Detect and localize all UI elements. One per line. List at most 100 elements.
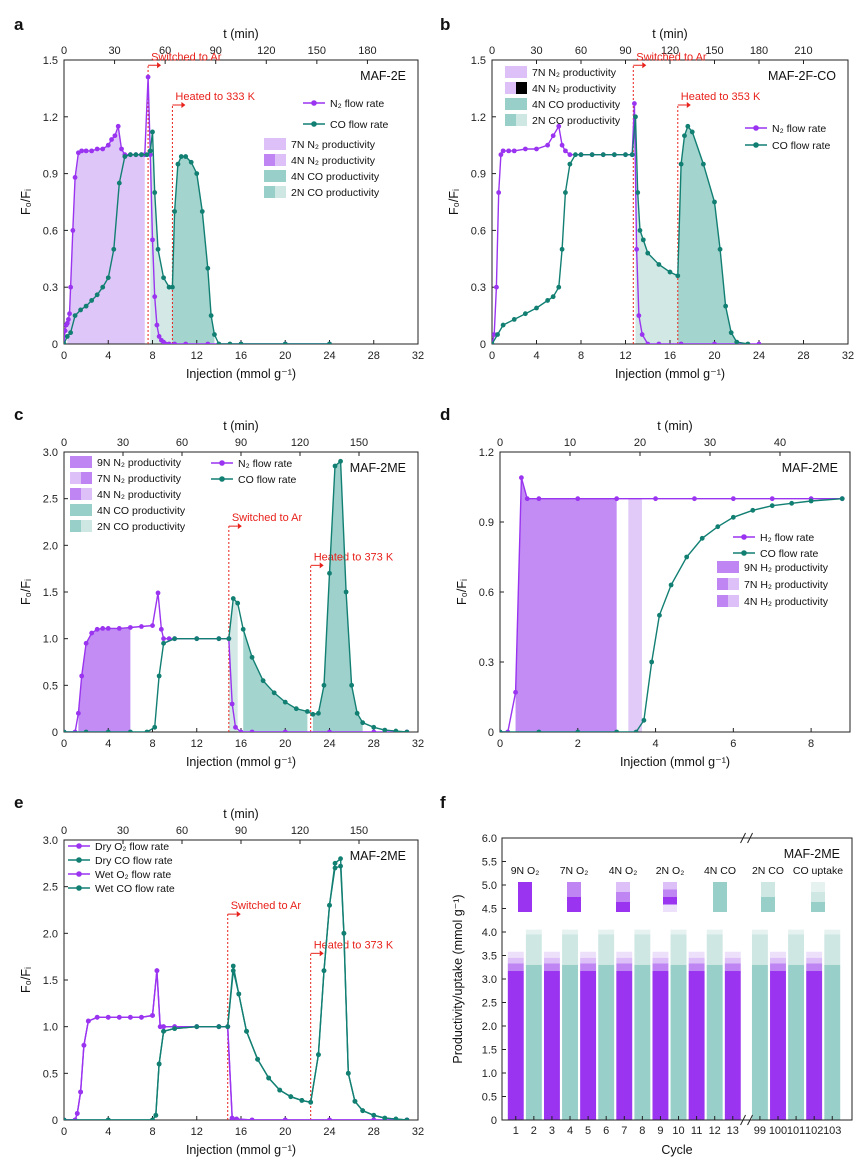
legend-label: H₂ flow rate [760, 532, 814, 544]
data-point [183, 342, 188, 347]
plot-frame [64, 840, 418, 1120]
y-axis-label: F₀/Fᵢ [19, 967, 33, 993]
x2-tick-label: 0 [61, 45, 67, 57]
data-point [277, 1088, 282, 1093]
x-tick-label: 102 [805, 1125, 823, 1137]
data-point [685, 124, 690, 129]
bar-segment-7N [616, 963, 632, 971]
y-tick-label: 5.0 [482, 880, 497, 892]
y-tick-label: 2.0 [43, 928, 58, 940]
bar-segment-7N [770, 963, 786, 971]
data-point [63, 328, 68, 333]
data-point [152, 190, 157, 195]
legend-label: 2N CO productivity [532, 115, 621, 127]
data-point [341, 931, 346, 936]
data-point [653, 496, 658, 501]
data-point [106, 730, 111, 735]
data-point [534, 306, 539, 311]
legend-label: 2N CO productivity [291, 187, 380, 199]
legend-marker [76, 857, 82, 863]
bar-segment-2N-CO [562, 934, 578, 965]
legend-label: 4N CO productivity [97, 505, 186, 517]
data-point [371, 1118, 376, 1123]
annotation-label: Switched to Ar [636, 51, 707, 63]
data-point [148, 148, 153, 153]
data-point [76, 711, 81, 716]
data-point [183, 154, 188, 159]
x-tick-label: 10 [672, 1125, 684, 1137]
data-point [228, 342, 233, 347]
data-point [316, 711, 321, 716]
x2-tick-label: 30 [530, 45, 542, 57]
bar-segment-9N [580, 971, 596, 1120]
data-point [84, 148, 89, 153]
data-point [112, 133, 117, 138]
data-point [139, 152, 144, 157]
chart-title: MAF-2ME [350, 849, 406, 863]
legend-label: 2N CO [752, 865, 784, 877]
bar-segment-2N [806, 952, 822, 958]
data-point [536, 496, 541, 501]
data-point [89, 148, 94, 153]
bar-segment-2N-CO [671, 934, 687, 965]
data-point [128, 625, 133, 630]
data-point [155, 323, 160, 328]
x-tick-label: 12 [191, 738, 203, 750]
data-point [675, 273, 680, 278]
x2-tick-label: 0 [61, 437, 67, 449]
legend-swatch [811, 902, 825, 912]
legend-marker [741, 534, 747, 540]
data-point [106, 275, 111, 280]
y-tick-label: 6.0 [482, 833, 497, 845]
x2-tick-label: 150 [350, 437, 368, 449]
x2-tick-label: 120 [291, 437, 309, 449]
data-point [261, 678, 266, 683]
y-tick-label: 4.5 [482, 904, 497, 916]
bar-segment-4N [616, 958, 632, 964]
legend-label: 4N CO [704, 865, 736, 877]
data-point [161, 1024, 166, 1029]
series-line [64, 971, 407, 1120]
data-point [150, 1118, 155, 1123]
x2-axis-label: t (min) [652, 27, 687, 41]
x2-axis-label: t (min) [223, 807, 258, 821]
y-tick-label: 1.0 [43, 1022, 58, 1034]
x-tick-label: 24 [323, 350, 335, 362]
y-tick-label: 5.5 [482, 857, 497, 869]
bar-segment-2N-CO [752, 934, 768, 965]
x-tick-label: 8 [639, 1125, 645, 1137]
data-point [496, 190, 501, 195]
annotation-label: Heated to 373 K [314, 551, 394, 563]
series-line [64, 859, 407, 1120]
bar-segment-9N [616, 971, 632, 1120]
data-point [789, 501, 794, 506]
data-point [745, 342, 750, 347]
data-point [117, 181, 122, 186]
data-point [117, 626, 122, 631]
bar-segment-uptake [526, 930, 542, 935]
panel-letter: c [14, 405, 23, 424]
data-point [684, 555, 689, 560]
bar-segment-2N-CO [824, 934, 840, 965]
legend-marker [76, 871, 82, 877]
x-tick-label: 12 [619, 350, 631, 362]
bar-segment-4N-CO [824, 965, 840, 1120]
data-point [250, 730, 255, 735]
y-tick-label: 0.9 [43, 169, 58, 181]
x2-tick-label: 120 [257, 45, 275, 57]
legend-swatch [505, 98, 527, 110]
data-point [579, 152, 584, 157]
data-point [200, 209, 205, 214]
y-axis-label: F₀/Fᵢ [19, 189, 33, 215]
data-point [89, 631, 94, 636]
data-point [682, 133, 687, 138]
y-tick-label: 1.2 [43, 112, 58, 124]
data-point [146, 75, 151, 80]
legend-swatch [811, 892, 825, 902]
x-tick-label: 11 [691, 1125, 702, 1137]
legend-swatch-split [81, 520, 92, 532]
x-tick-label: 12 [191, 350, 203, 362]
data-point [567, 162, 572, 167]
data-point [316, 1052, 321, 1057]
panel-letter: b [440, 15, 450, 34]
